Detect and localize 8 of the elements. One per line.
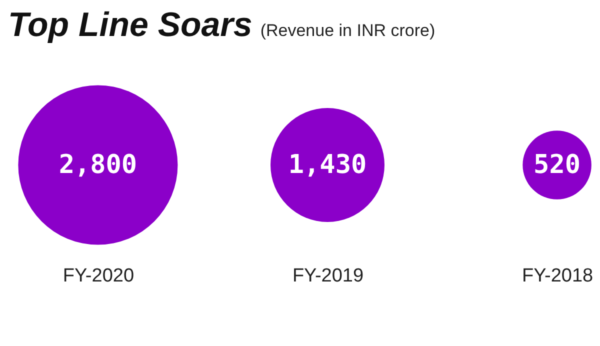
text: (Revenue in INR crore) <box>260 21 436 40</box>
category-label: FY-2020 <box>62 266 134 286</box>
category-label: FY-2018 <box>522 266 594 286</box>
data-label: 2,800 <box>58 150 138 180</box>
data-label: 1,430 <box>288 150 367 180</box>
text: Top Line Soars <box>8 6 252 44</box>
category-label: FY-2019 <box>292 266 364 286</box>
data-label: 520 <box>534 150 581 180</box>
